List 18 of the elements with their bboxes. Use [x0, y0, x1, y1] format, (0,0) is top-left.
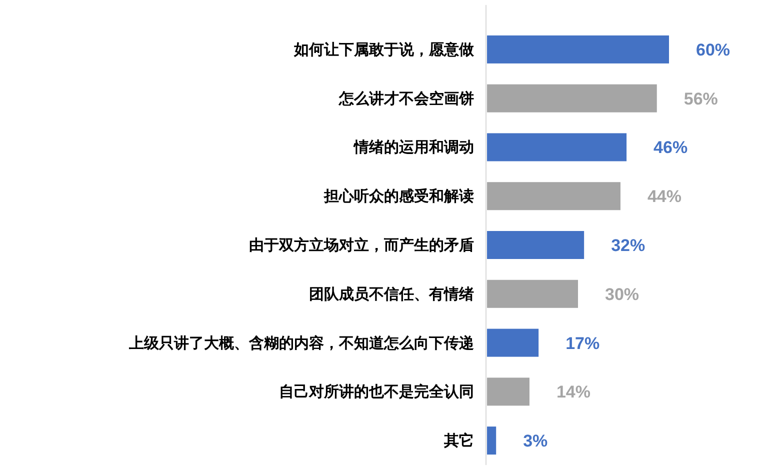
data-label: 17% — [566, 334, 600, 353]
data-label: 14% — [556, 382, 590, 402]
data-label: 60% — [696, 40, 730, 60]
y-tick-label: 如何让下属敢于说，愿意做 — [293, 41, 475, 58]
y-tick-label: 担心听众的感受和解读 — [323, 187, 474, 206]
data-label: 30% — [605, 284, 640, 304]
y-tick-label: 自己对所讲的也不是完全认同 — [279, 382, 474, 401]
data-label: 56% — [684, 89, 718, 108]
y-tick-label: 上级只讲了大概、含糊的内容，不知道怎么向下传递 — [128, 334, 475, 352]
y-tick-label: 由于双方立场对立，而产生的矛盾 — [249, 236, 474, 254]
data-label: 32% — [611, 236, 646, 255]
y-tick-label: 情绪的运用和调动 — [353, 139, 474, 156]
y-tick-label: 团队成员不信任、有情绪 — [309, 286, 474, 303]
data-label: 44% — [647, 187, 682, 206]
y-tick-label: 其它 — [443, 432, 474, 450]
data-label: 46% — [654, 138, 688, 158]
data-label: 3% — [523, 432, 548, 451]
y-tick-label: 怎么讲才不会空画饼 — [338, 89, 474, 108]
